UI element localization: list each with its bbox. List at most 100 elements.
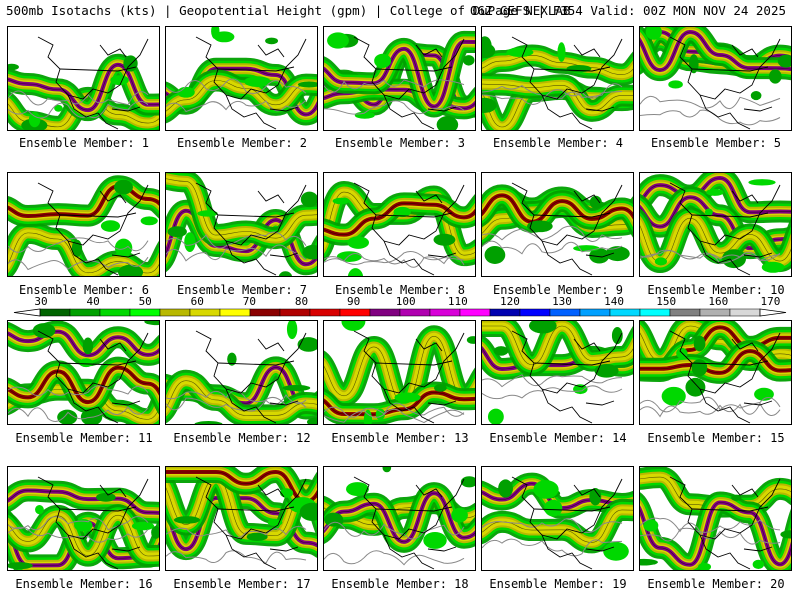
jet-field	[166, 467, 317, 561]
height-contours	[482, 225, 623, 255]
title-right: 06Z GEFS | F354 Valid: 00Z MON NOV 24 20…	[469, 3, 786, 18]
member-map-svg	[8, 476, 159, 570]
member-map-svg	[166, 27, 317, 130]
coastlines	[37, 330, 149, 424]
member-map-svg	[324, 181, 475, 276]
member-map-svg	[8, 321, 159, 424]
jet-field	[166, 173, 317, 276]
member-label: Ensemble Member: 5	[650, 136, 782, 150]
ensemble-member-map	[323, 172, 476, 277]
coastlines	[353, 476, 465, 570]
colorbar-tick-label: 40	[86, 295, 100, 308]
colorbar-swatch	[489, 308, 521, 317]
member-label: Ensemble Member: 18	[331, 577, 469, 591]
ensemble-member-map	[639, 320, 792, 425]
coastlines	[669, 330, 781, 424]
ensemble-member-map	[323, 466, 476, 571]
colorbar-tick-label: 60	[190, 295, 204, 308]
colorbar-swatch	[249, 308, 281, 317]
colorbar-right-arrow	[759, 308, 787, 317]
colorbar-tick-label: 100	[395, 295, 416, 308]
member-label: Ensemble Member: 1	[18, 136, 150, 150]
member-map-svg	[166, 467, 317, 570]
colorbar-tick-label: 130	[552, 295, 572, 308]
colorbar-svg	[13, 308, 787, 317]
member-label: Ensemble Member: 12	[173, 431, 311, 445]
colorbar-tick-label: 150	[656, 295, 677, 308]
jet-field	[640, 173, 791, 273]
member-label: Ensemble Member: 3	[334, 136, 466, 150]
member-label: Ensemble Member: 11	[15, 431, 153, 445]
height-contours	[8, 515, 149, 543]
colorbar-swatch	[279, 308, 311, 317]
coastlines	[195, 36, 307, 130]
colorbar-swatch	[39, 308, 71, 317]
coastlines	[669, 36, 781, 130]
member-map-svg	[640, 467, 791, 570]
member-map-svg	[166, 321, 317, 424]
member-label: Ensemble Member: 9	[492, 283, 624, 297]
coastlines	[37, 182, 149, 276]
height-contours	[324, 251, 465, 268]
member-map-svg	[324, 30, 475, 130]
colorbar-tick-label: 110	[447, 295, 468, 308]
jet-field	[482, 36, 633, 130]
height-contours	[166, 390, 307, 412]
colorbar-left-arrow	[13, 308, 41, 317]
colorbar-swatch	[339, 308, 371, 317]
colorbar-swatch	[639, 308, 671, 317]
member-label: Ensemble Member: 14	[489, 431, 627, 445]
member-map-svg	[8, 36, 159, 130]
coastlines	[195, 330, 307, 424]
colorbar-swatch	[699, 308, 731, 317]
colorbar-tick-label: 160	[708, 295, 729, 308]
jet-field	[8, 175, 159, 276]
coastlines	[669, 182, 781, 276]
ensemble-member-map	[481, 466, 634, 571]
colorbar-tick-label: 140	[604, 295, 625, 308]
height-contours	[482, 374, 623, 400]
isotach-colorbar: 30 40 50 60 70 80 90 100 110 120 130 140 150 160 170	[0, 296, 800, 320]
coastlines	[669, 476, 781, 570]
ensemble-member-map	[481, 26, 634, 131]
ensemble-member-map	[165, 320, 318, 425]
jet-field	[324, 30, 475, 130]
height-contours	[324, 521, 465, 566]
title-left: 500mb Isotachs (kts) | Geopotential Heig…	[6, 3, 571, 18]
ensemble-member-map	[639, 466, 792, 571]
jet-field	[324, 321, 475, 424]
member-label: Ensemble Member: 4	[492, 136, 624, 150]
ensemble-member-map	[165, 26, 318, 131]
height-contours	[482, 518, 623, 557]
ensemble-member-map	[481, 172, 634, 277]
jet-field	[166, 321, 317, 424]
colorbar-swatch	[429, 308, 461, 317]
height-contours	[640, 249, 781, 265]
jet-field	[8, 321, 159, 424]
ensemble-member-map	[7, 172, 160, 277]
member-label: Ensemble Member: 20	[647, 577, 785, 591]
member-map-svg	[482, 182, 633, 276]
colorbar-swatch	[219, 308, 251, 317]
height-contours	[324, 402, 465, 424]
member-map-svg	[640, 321, 791, 424]
member-map-svg	[640, 27, 791, 130]
ensemble-member-map	[7, 26, 160, 131]
member-label: Ensemble Member: 8	[334, 283, 466, 297]
coastlines	[511, 476, 623, 570]
member-label: Ensemble Member: 7	[176, 283, 308, 297]
coastlines	[353, 182, 465, 276]
height-contours	[166, 231, 307, 262]
colorbar-tick-label: 30	[34, 295, 48, 308]
height-contours	[640, 517, 781, 545]
jet-field	[482, 472, 633, 561]
coastlines	[37, 476, 149, 570]
colorbar-tick-label: 170	[760, 295, 781, 308]
member-map-svg	[324, 321, 475, 424]
colorbar-swatch	[129, 308, 161, 317]
jet-field	[166, 27, 317, 126]
colorbar-swatch	[159, 308, 191, 317]
colorbar-swatch	[189, 308, 221, 317]
member-label: Ensemble Member: 13	[331, 431, 469, 445]
colorbar-tick-label: 90	[346, 295, 361, 308]
